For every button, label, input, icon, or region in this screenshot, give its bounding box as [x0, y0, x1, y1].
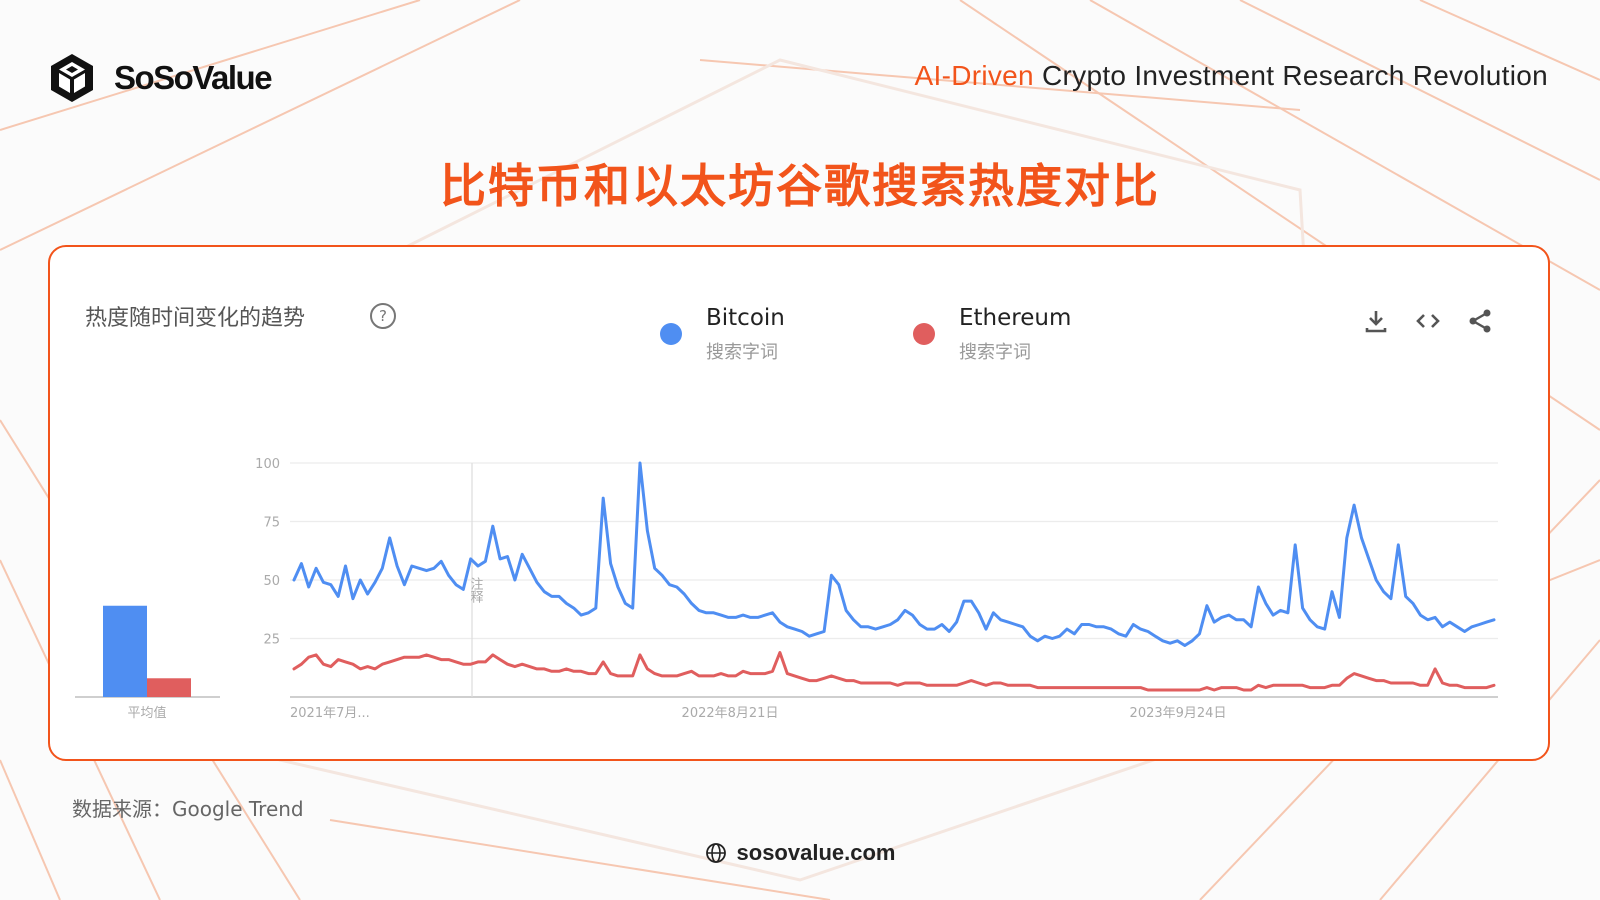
- series-line-bitcoin: [292, 461, 1496, 647]
- series-line-ethereum: [292, 651, 1496, 692]
- bg-line: [1419, 0, 1600, 81]
- annotation-label: 注释: [468, 577, 484, 603]
- x-tick-label: 2023年9月24日: [1130, 706, 1227, 721]
- y-tick-label: 100: [255, 457, 280, 472]
- bg-line: [1379, 639, 1600, 900]
- y-tick-label: 25: [263, 633, 280, 648]
- legend-label-ethereum: Ethereum: [959, 305, 1072, 331]
- bg-line: [329, 819, 831, 900]
- download-icon[interactable]: [1362, 307, 1390, 335]
- x-tick-label: 2021年7月...: [290, 706, 370, 721]
- page-title: 比特币和以太坊谷歌搜索热度对比: [440, 159, 1160, 213]
- tagline: AI-Driven Crypto Investment Research Rev…: [915, 60, 1548, 92]
- globe-icon: [705, 843, 726, 863]
- brand-name: SoSoValue: [114, 59, 273, 96]
- website-link[interactable]: sosovalue.com: [0, 840, 1600, 866]
- bg-line: [1089, 0, 1600, 291]
- chart-heading: 热度随时间变化的趋势: [85, 306, 306, 331]
- avg-category-label: 平均值: [127, 705, 166, 721]
- brand-logo: SoSoValue: [48, 52, 273, 104]
- share-icon[interactable]: [1466, 307, 1494, 335]
- legend-dot-ethereum: [913, 323, 935, 345]
- bg-line: [0, 0, 421, 131]
- tagline-rest: Crypto Investment Research Revolution: [1033, 60, 1548, 91]
- legend-dot-bitcoin: [660, 323, 682, 345]
- x-tick-label: 2022年8月21日: [682, 706, 779, 721]
- help-icon[interactable]: ?: [370, 303, 396, 329]
- bg-line: [0, 759, 61, 900]
- avg-bar-ethereum: [147, 678, 191, 697]
- legend-sub-ethereum: 搜索字词: [959, 342, 1031, 363]
- bg-line: [1239, 0, 1600, 181]
- website-url: sosovalue.com: [736, 840, 896, 865]
- tagline-accent: AI-Driven: [914, 60, 1034, 91]
- legend-label-bitcoin: Bitcoin: [706, 305, 785, 331]
- y-tick-label: 75: [263, 516, 280, 531]
- trend-chart: 25 50 75 100 注释 2021年7月... 2022年8月21日 2023年9月24…: [75, 457, 1498, 721]
- data-source-note: 数据来源：Google Trend: [72, 797, 304, 821]
- y-tick-label: 50: [263, 574, 280, 589]
- sosovalue-logo-icon: [51, 54, 93, 102]
- bg-line: [699, 59, 1301, 111]
- bg-line: [0, 0, 521, 251]
- embed-icon[interactable]: [1414, 307, 1442, 335]
- chart-card: 25 50 75 100 注释 2021年7月... 2022年8月21日 2023年9月24…: [48, 245, 1550, 761]
- avg-bar-bitcoin: [103, 605, 147, 697]
- legend-sub-bitcoin: 搜索字词: [706, 342, 778, 363]
